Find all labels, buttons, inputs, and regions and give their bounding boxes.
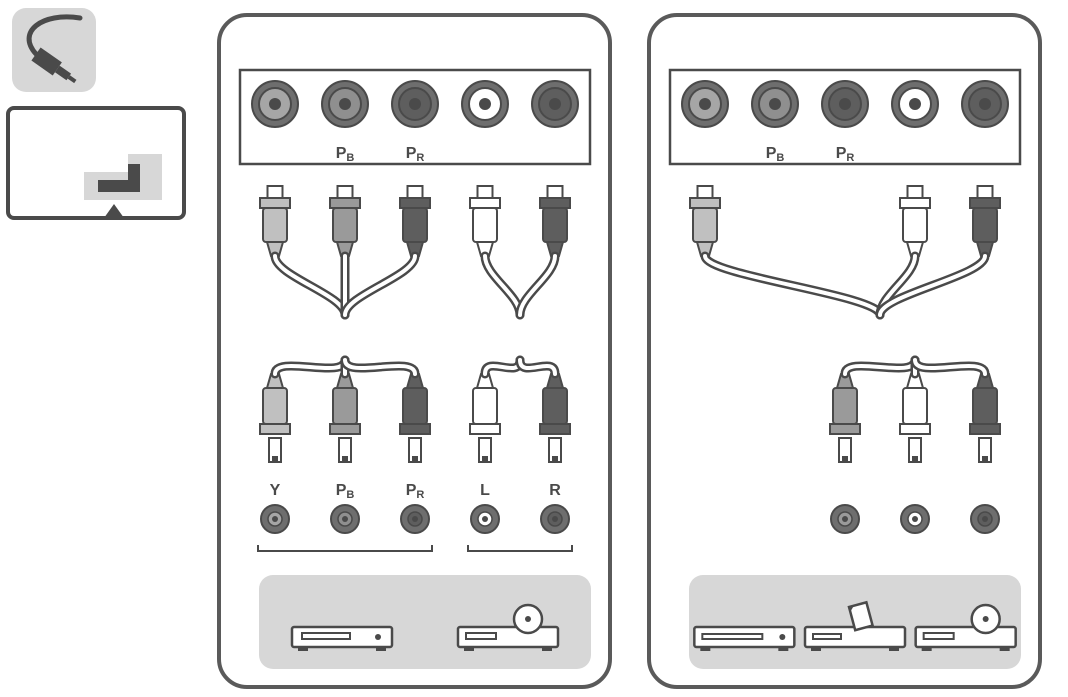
right-jack-1	[752, 81, 798, 127]
left-small-jack-3	[471, 505, 499, 533]
left-jack-1	[322, 81, 368, 127]
left-small-jack-label-0: Y	[270, 482, 281, 499]
diagram-canvas: PBPRPBPRYPBPRLR	[0, 0, 1068, 697]
left-small-jack-4	[541, 505, 569, 533]
left-device-0	[292, 627, 392, 651]
right-jack-0	[682, 81, 728, 127]
right-small-jack-1	[901, 505, 929, 533]
tv-icon	[8, 108, 184, 218]
left-jack-4	[532, 81, 578, 127]
right-jack-3	[892, 81, 938, 127]
right-small-jack-2	[971, 505, 999, 533]
cable-icon-box	[12, 8, 96, 92]
left-small-jack-2	[401, 505, 429, 533]
right-jack-4	[962, 81, 1008, 127]
left-jack-3	[462, 81, 508, 127]
left-small-jack-0	[261, 505, 289, 533]
left-small-jack-1	[331, 505, 359, 533]
right-device-0	[694, 627, 794, 651]
left-small-jack-label-4: R	[549, 482, 561, 499]
left-small-jack-label-3: L	[480, 482, 490, 499]
right-small-jack-0	[831, 505, 859, 533]
left-jack-2	[392, 81, 438, 127]
right-jack-2	[822, 81, 868, 127]
left-jack-0	[252, 81, 298, 127]
